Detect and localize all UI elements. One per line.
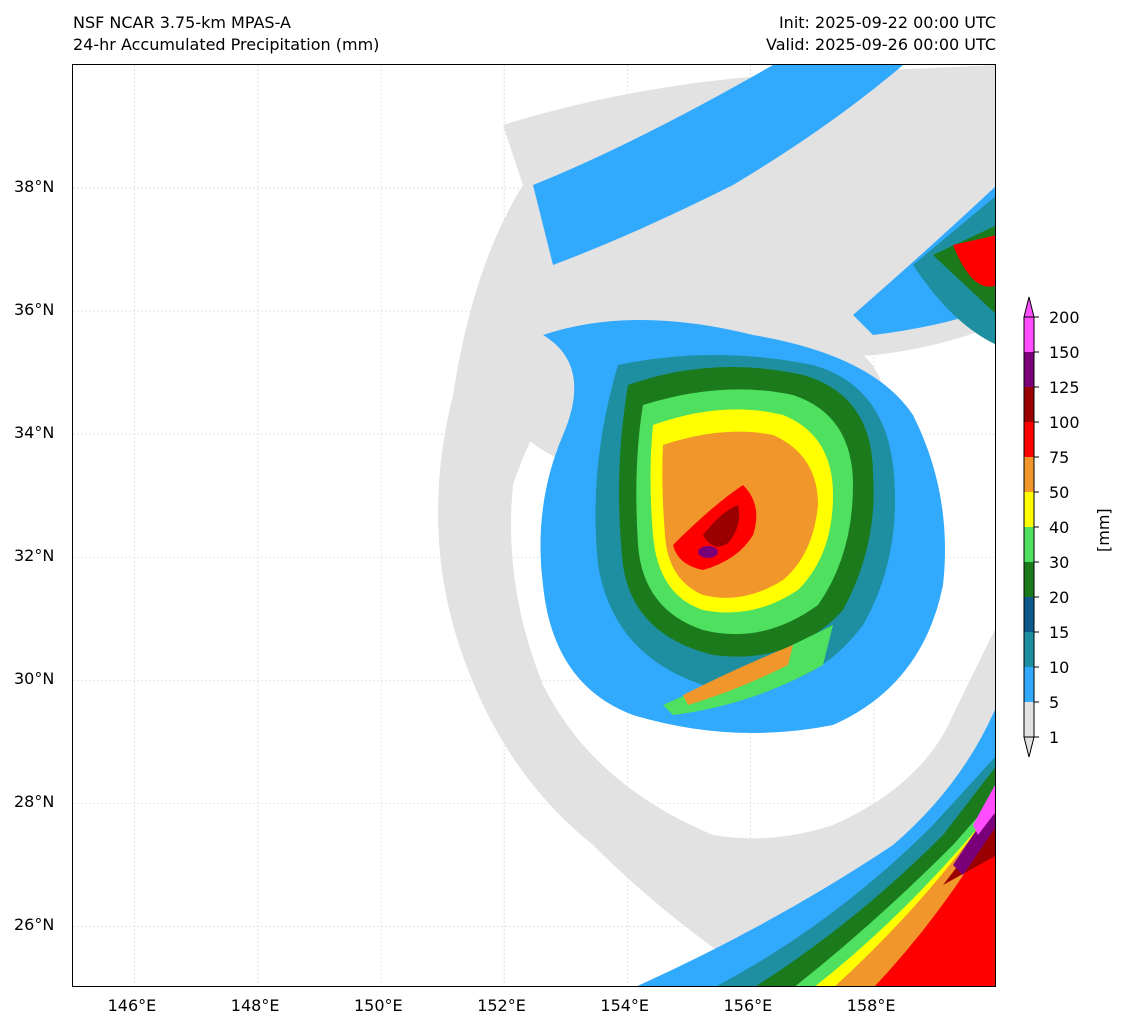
colorbar-tick-label: 1 bbox=[1049, 728, 1059, 747]
precip-magenta bbox=[973, 785, 995, 835]
colorbar-tick-label: 5 bbox=[1049, 693, 1059, 712]
colorbar-segment bbox=[1024, 457, 1034, 492]
colorbar-segment bbox=[1024, 597, 1034, 632]
lat-tick-label: 36°N bbox=[14, 300, 55, 320]
lon-tick-label: 158°E bbox=[846, 996, 896, 1015]
colorbar-segment bbox=[1024, 527, 1034, 562]
colorbar-tick-label: 20 bbox=[1049, 588, 1069, 607]
colorbar-segment bbox=[1024, 422, 1034, 457]
precipitation-map bbox=[72, 64, 996, 987]
colorbar-segment bbox=[1024, 702, 1034, 737]
colorbar-extend-arrow bbox=[1023, 736, 1035, 758]
lon-tick-label: 152°E bbox=[477, 996, 526, 1015]
chart-subtitle: 24-hr Accumulated Precipitation (mm) bbox=[73, 35, 380, 54]
lat-tick-label: 38°N bbox=[14, 177, 55, 197]
colorbar-segment bbox=[1024, 632, 1034, 667]
colorbar-tick-label: 150 bbox=[1049, 343, 1080, 362]
colorbar-segment bbox=[1024, 562, 1034, 597]
colorbar-segment bbox=[1024, 352, 1034, 387]
lat-tick-label: 34°N bbox=[14, 423, 55, 443]
colorbar-tick-label: 10 bbox=[1049, 658, 1069, 677]
lat-tick-label: 26°N bbox=[14, 915, 55, 935]
colorbar-tick-label: 30 bbox=[1049, 553, 1069, 572]
colorbar-tick-label: 100 bbox=[1049, 413, 1080, 432]
colorbar-tick-label: 200 bbox=[1049, 308, 1080, 327]
colorbar-segment bbox=[1024, 317, 1034, 352]
lat-tick-label: 32°N bbox=[14, 546, 55, 566]
valid-time: Valid: 2025-09-26 00:00 UTC bbox=[765, 35, 996, 54]
colorbar-tick-label: 125 bbox=[1049, 378, 1080, 397]
colorbar: 1 5 10 15 20 30 40 50 75 100 125 150 200 [mm] bbox=[1016, 290, 1126, 770]
init-time: Init: 2025-09-22 00:00 UTC bbox=[778, 13, 996, 32]
lon-tick-label: 150°E bbox=[354, 996, 403, 1015]
lon-tick-label: 148°E bbox=[230, 996, 280, 1015]
colorbar-tick-label: 50 bbox=[1049, 483, 1069, 502]
colorbar-extend-arrow bbox=[1023, 296, 1035, 318]
colorbar-segment bbox=[1024, 492, 1034, 527]
colorbar-tick-label: 15 bbox=[1049, 623, 1069, 642]
lon-tick-label: 156°E bbox=[723, 996, 773, 1015]
colorbar-tick-label: 75 bbox=[1049, 448, 1069, 467]
colorbar-segment bbox=[1024, 387, 1034, 422]
lat-tick-label: 30°N bbox=[14, 669, 55, 689]
lon-tick-label: 154°E bbox=[600, 996, 650, 1015]
chart-title: NSF NCAR 3.75-km MPAS-A bbox=[73, 13, 291, 32]
colorbar-tick-label: 40 bbox=[1049, 518, 1069, 537]
colorbar-segment bbox=[1024, 667, 1034, 702]
lat-tick-label: 28°N bbox=[14, 792, 55, 812]
precip-field bbox=[73, 65, 995, 986]
lon-tick-label: 146°E bbox=[107, 996, 157, 1015]
colorbar-unit-label: [mm] bbox=[1094, 508, 1113, 552]
